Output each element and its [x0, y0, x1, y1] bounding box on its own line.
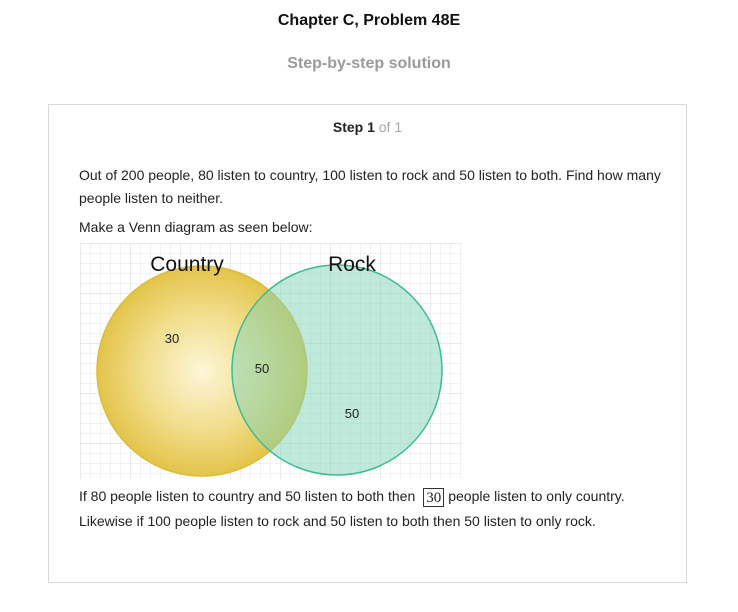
- step-label: Step 1: [332, 119, 375, 135]
- rock-circle: [231, 264, 443, 476]
- explanation-part-2: people listen to only country.: [448, 488, 625, 504]
- explanation-line-2: Likewise if 100 people listen to rock an…: [79, 513, 596, 529]
- step-header: Step 1 of 1: [49, 119, 686, 135]
- step-card: Step 1 of 1 Out of 200 people, 80 listen…: [48, 104, 687, 583]
- problem-text: Out of 200 people, 80 listen to country,…: [79, 167, 661, 206]
- step-count: of 1: [374, 119, 403, 135]
- solution-title: Step-by-step solution: [287, 55, 451, 72]
- explanation-part-1: If 80 people listen to country and 50 li…: [79, 488, 416, 504]
- instruction-text: Make a Venn diagram as seen below:: [79, 219, 313, 235]
- country-label: Country: [150, 253, 224, 276]
- venn-diagram: Country Rock 30 50 50: [80, 243, 462, 479]
- explanation-line-1: If 80 people listen to country and 50 li…: [79, 485, 664, 508]
- answer-box: 30: [423, 487, 445, 507]
- rock-only-value: 50: [345, 406, 359, 421]
- country-only-value: 30: [165, 331, 179, 346]
- both-value: 50: [255, 361, 269, 376]
- chapter-title: Chapter C, Problem 48E: [277, 12, 461, 29]
- rock-label: Rock: [328, 253, 376, 276]
